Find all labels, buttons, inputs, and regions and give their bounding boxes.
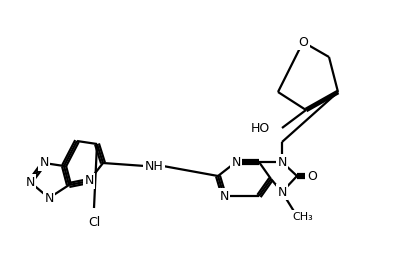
Text: N: N bbox=[45, 191, 54, 205]
Text: N: N bbox=[84, 175, 94, 188]
Text: N: N bbox=[40, 156, 49, 169]
Text: N: N bbox=[277, 186, 287, 199]
Text: N: N bbox=[25, 175, 35, 188]
Text: O: O bbox=[298, 35, 308, 48]
Text: CH₃: CH₃ bbox=[292, 212, 313, 222]
Text: N: N bbox=[219, 189, 229, 202]
Text: O: O bbox=[307, 169, 317, 183]
Text: Cl: Cl bbox=[88, 216, 100, 230]
Text: N: N bbox=[277, 155, 287, 169]
Text: NH: NH bbox=[145, 160, 163, 172]
Text: N: N bbox=[231, 155, 241, 169]
Text: HO: HO bbox=[251, 122, 270, 134]
